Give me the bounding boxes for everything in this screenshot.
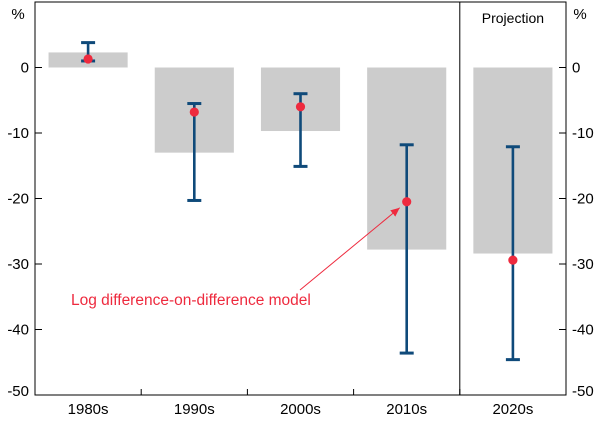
left-axis-unit: % — [11, 6, 24, 23]
errorbar-1990s — [187, 102, 202, 202]
errorbar-2020s — [505, 145, 520, 362]
right-tick-label: -30 — [572, 256, 594, 273]
point-2010s — [402, 197, 412, 207]
left-tick-label: -50 — [7, 383, 29, 400]
right-tick-label: -40 — [572, 322, 594, 339]
projection-label: Projection — [482, 10, 544, 26]
left-tick-label: -20 — [7, 191, 29, 208]
left-tick-label: -40 — [7, 322, 29, 339]
x-tick-label-1980s: 1980s — [68, 401, 109, 417]
right-tick-label: 0 — [572, 60, 580, 77]
x-tick-label-2000s: 2000s — [280, 401, 321, 417]
x-tick-label-2010s: 2010s — [386, 401, 427, 417]
x-tick-label-1990s: 1990s — [174, 401, 215, 417]
right-tick-label: -10 — [572, 125, 594, 142]
point-1980s — [83, 54, 93, 64]
right-axis-unit: % — [573, 6, 586, 23]
x-tick-label-2020s: 2020s — [492, 401, 533, 417]
errorbar-2010s — [399, 143, 414, 355]
point-2020s — [508, 255, 518, 265]
left-tick-label: -10 — [7, 125, 29, 142]
point-1990s — [189, 107, 199, 117]
left-tick-label: 0 — [21, 60, 29, 77]
left-tick-label: -30 — [7, 256, 29, 273]
annotation-label: Log difference-on-difference model — [71, 292, 311, 309]
point-2000s — [295, 102, 306, 112]
annotation-arrow — [299, 207, 401, 291]
right-tick-label: -20 — [572, 191, 594, 208]
right-tick-label: -50 — [572, 383, 594, 400]
